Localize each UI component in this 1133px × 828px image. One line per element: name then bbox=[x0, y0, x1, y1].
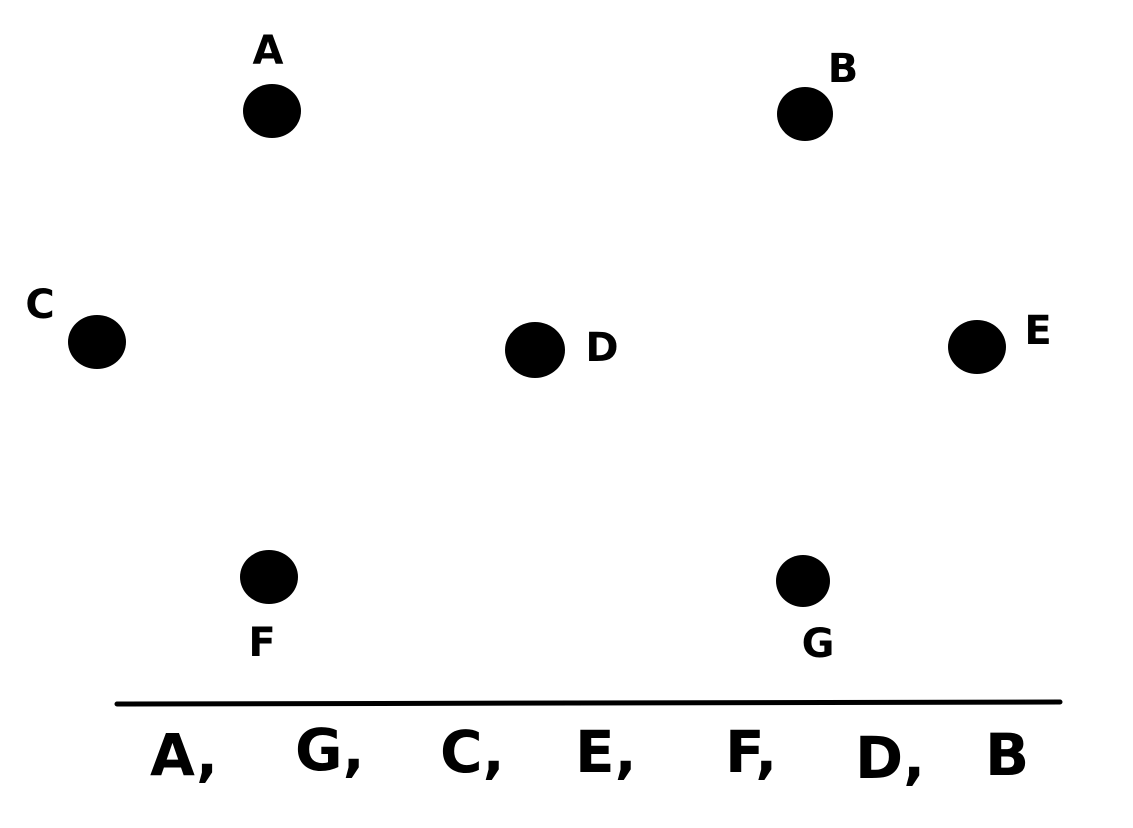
point-e: E bbox=[948, 308, 1052, 374]
point-e-dot bbox=[948, 320, 1006, 374]
sequence-item: A, bbox=[150, 721, 218, 789]
point-d: D bbox=[505, 322, 619, 378]
point-g-dot bbox=[776, 555, 830, 607]
point-c-label: C bbox=[25, 282, 54, 328]
point-b-dot bbox=[777, 87, 833, 141]
divider-line bbox=[114, 699, 1063, 707]
point-g-label: G bbox=[802, 621, 835, 667]
sequence-item: C, bbox=[440, 718, 505, 786]
point-b: B bbox=[777, 46, 858, 141]
point-f-dot bbox=[240, 550, 298, 604]
sequence-item: D, bbox=[855, 724, 925, 792]
point-e-label: E bbox=[1024, 308, 1051, 354]
sequence-item: F, bbox=[725, 718, 777, 786]
sequence-item: G, bbox=[295, 716, 365, 784]
point-d-dot bbox=[505, 322, 565, 378]
point-a-dot bbox=[243, 84, 301, 138]
sequence-item: B bbox=[985, 721, 1029, 789]
point-a-label: A bbox=[253, 28, 284, 74]
point-a: A bbox=[243, 28, 301, 138]
point-c: C bbox=[25, 282, 126, 369]
point-b-label: B bbox=[828, 46, 859, 92]
point-f-label: F bbox=[248, 620, 275, 666]
sequence-item: E, bbox=[575, 718, 637, 786]
point-g: G bbox=[776, 555, 834, 667]
point-c-dot bbox=[68, 315, 126, 369]
point-f: F bbox=[240, 550, 298, 666]
sequence-row: A, G, C, E, F, D, B bbox=[150, 716, 1029, 792]
point-d-label: D bbox=[585, 325, 618, 371]
